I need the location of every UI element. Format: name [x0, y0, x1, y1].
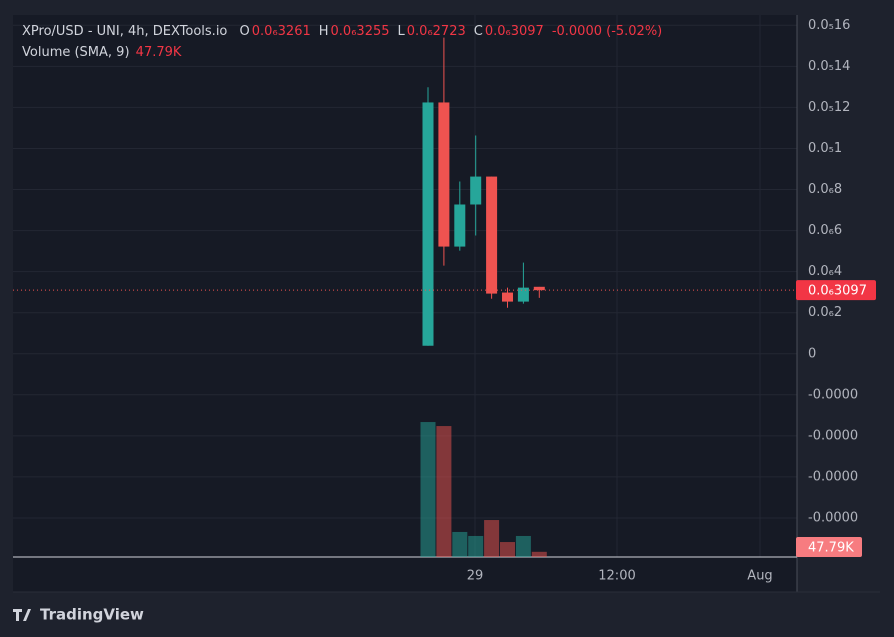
- ohlc-key: C: [473, 24, 483, 39]
- volume-bar: [420, 422, 436, 557]
- candle-body: [533, 286, 545, 291]
- y-tick-label: 0.0₅12: [808, 100, 850, 115]
- y-tick-label: 0.0₆8: [808, 182, 842, 197]
- price-label: 0.0₆3097: [808, 284, 867, 299]
- candle-body: [438, 102, 450, 247]
- volume-bar: [500, 542, 515, 557]
- candle-body: [486, 176, 498, 294]
- logo-icon: [13, 609, 31, 621]
- volume-bar: [531, 551, 547, 557]
- y-tick-label: 0.0₅16: [808, 18, 850, 33]
- volume-label: 47.79K: [808, 541, 854, 556]
- ohlc-key: H: [318, 24, 329, 39]
- y-tick-label: 0.0₆6: [808, 223, 842, 238]
- ohlc-value: 0.0₆3261: [251, 24, 311, 39]
- volume-bar: [452, 531, 468, 557]
- x-tick-label: 12:00: [598, 569, 635, 584]
- y-tick-label: 0.0₆4: [808, 264, 842, 279]
- volume-value: 47.79K: [135, 45, 182, 60]
- x-tick-label: 29: [467, 569, 484, 584]
- candle-body: [470, 176, 482, 205]
- volume-bar: [484, 520, 500, 557]
- volume-bar: [468, 535, 484, 557]
- y-tick-label: -0.0000: [808, 428, 858, 443]
- y-tick-label: 0.0₅14: [808, 59, 850, 74]
- ohlc-value: 0.0₆3255: [330, 24, 390, 39]
- legend-main: XPro/USD - UNI, 4h, DEXTools.io O 0.0₆326…: [22, 24, 664, 39]
- candle-body: [502, 292, 513, 302]
- y-tick-label: 0.0₆2: [808, 305, 842, 320]
- ohlc-key: O: [239, 24, 250, 39]
- brand: TradingView: [40, 606, 144, 624]
- volume-title: Volume (SMA, 9): [22, 45, 130, 60]
- ohlc-key: L: [397, 24, 405, 39]
- grid: [13, 15, 797, 557]
- volume-bar: [436, 426, 452, 557]
- candle-body: [422, 102, 434, 346]
- legend-volume: Volume (SMA, 9) 47.79K: [22, 45, 183, 60]
- price-label-box: [796, 280, 876, 301]
- candle-body: [517, 287, 529, 302]
- y-tick-label: -0.0000: [808, 510, 858, 525]
- chart-pane: [13, 15, 797, 592]
- volume-label-box: [796, 537, 862, 557]
- y-tick-label: -0.0000: [808, 387, 858, 402]
- y-tick-label: -0.0000: [808, 469, 858, 484]
- change: -0.0000 (-5.02%): [551, 24, 663, 39]
- ohlc-value: 0.0₆3097: [484, 24, 544, 39]
- x-tick-label: Aug: [747, 569, 772, 584]
- candle-body: [454, 204, 466, 247]
- logo[interactable]: TradingView: [13, 606, 144, 624]
- y-tick-label: 0.0₅1: [808, 141, 842, 156]
- volume-bar: [515, 535, 531, 557]
- ohlc-value: 0.0₆2723: [406, 24, 466, 39]
- symbol-title: XPro/USD - UNI, 4h, DEXTools.io: [22, 24, 228, 39]
- y-tick-label: 0: [808, 346, 816, 361]
